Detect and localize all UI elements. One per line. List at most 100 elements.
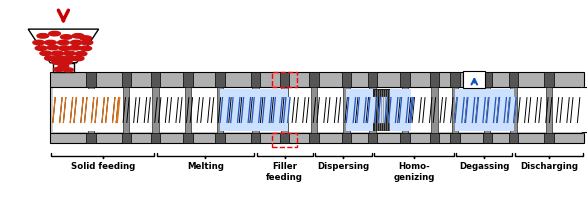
Bar (510, 87, 517, 133)
Circle shape (52, 60, 63, 64)
Circle shape (63, 51, 75, 56)
Bar (183, 133, 193, 143)
Bar (431, 87, 438, 133)
Bar (50, 72, 584, 87)
Text: Homo-
genizing: Homo- genizing (393, 162, 434, 182)
Bar (220, 88, 288, 131)
Bar (152, 87, 159, 133)
Polygon shape (399, 98, 409, 123)
Bar (455, 88, 514, 131)
Bar (430, 72, 439, 87)
Circle shape (55, 56, 66, 60)
Bar (151, 72, 160, 87)
Circle shape (65, 56, 76, 60)
Bar (272, 73, 297, 87)
Circle shape (59, 46, 70, 50)
Circle shape (49, 31, 60, 36)
Bar (483, 72, 492, 87)
Circle shape (53, 67, 64, 71)
Polygon shape (346, 98, 356, 123)
Bar (450, 133, 460, 143)
Bar (451, 87, 458, 133)
Polygon shape (273, 98, 282, 123)
Bar (122, 72, 131, 87)
Circle shape (52, 51, 63, 56)
Bar (544, 72, 554, 87)
Bar (151, 133, 160, 143)
Circle shape (81, 40, 93, 45)
Polygon shape (252, 98, 261, 123)
Circle shape (40, 51, 52, 56)
Polygon shape (487, 98, 496, 123)
Polygon shape (455, 98, 464, 123)
Bar (483, 133, 492, 143)
Polygon shape (357, 98, 366, 123)
Bar (280, 72, 289, 87)
Bar (53, 63, 74, 72)
Circle shape (69, 45, 81, 50)
Bar (251, 72, 260, 87)
Text: Filler
feeding: Filler feeding (266, 162, 303, 182)
Circle shape (33, 40, 45, 45)
Bar (369, 87, 376, 133)
Bar (184, 87, 191, 133)
Bar (215, 133, 225, 143)
Circle shape (63, 68, 73, 72)
Circle shape (60, 35, 72, 39)
Bar (50, 133, 584, 143)
Text: Solid feeding: Solid feeding (70, 162, 135, 171)
Bar (53, 88, 117, 131)
Polygon shape (284, 98, 290, 123)
Bar (342, 133, 351, 143)
Text: Dispersing: Dispersing (318, 162, 369, 171)
Polygon shape (231, 98, 240, 123)
Bar (509, 133, 518, 143)
Bar (217, 87, 224, 133)
Polygon shape (497, 98, 507, 123)
Bar (87, 87, 95, 133)
Polygon shape (389, 98, 398, 123)
Polygon shape (582, 87, 587, 133)
Bar (252, 87, 259, 133)
Polygon shape (262, 98, 272, 123)
Bar (373, 88, 390, 131)
Bar (281, 87, 288, 133)
Circle shape (80, 46, 92, 51)
Bar (400, 133, 410, 143)
Circle shape (58, 64, 69, 68)
Polygon shape (28, 29, 99, 63)
Bar (509, 72, 518, 87)
Bar (215, 72, 225, 87)
Bar (346, 88, 411, 131)
Bar (545, 87, 552, 133)
Bar (400, 72, 410, 87)
Circle shape (72, 34, 84, 38)
Bar (544, 133, 554, 143)
Polygon shape (508, 98, 516, 123)
Bar (430, 133, 439, 143)
Bar (309, 133, 319, 143)
Bar (183, 72, 193, 87)
Bar (53, 88, 581, 132)
Text: Degassing: Degassing (459, 162, 510, 171)
Circle shape (45, 40, 56, 45)
Circle shape (45, 56, 56, 60)
Bar (463, 71, 485, 88)
Bar (368, 72, 377, 87)
Circle shape (47, 45, 59, 50)
Circle shape (75, 52, 87, 56)
Bar (343, 87, 350, 133)
Bar (86, 133, 96, 143)
Polygon shape (378, 98, 387, 123)
Polygon shape (367, 98, 377, 123)
Bar (251, 133, 260, 143)
Circle shape (58, 40, 69, 45)
Circle shape (70, 40, 82, 45)
Circle shape (60, 60, 72, 64)
Circle shape (35, 46, 47, 50)
Circle shape (72, 56, 84, 61)
Bar (272, 133, 297, 147)
Bar (50, 87, 584, 133)
Bar (309, 72, 319, 87)
Bar (86, 72, 96, 87)
